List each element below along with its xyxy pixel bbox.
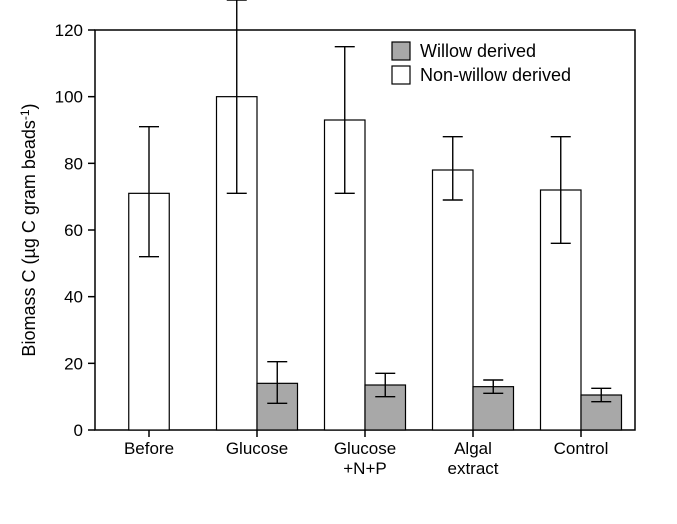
- x-category-label: Algal: [454, 439, 492, 458]
- legend-label: Non-willow derived: [420, 65, 571, 85]
- y-tick-label: 0: [74, 421, 83, 440]
- chart-svg: 0 20 40 60 80 100 120 Biomass C (µg C gram bead…: [0, 0, 677, 524]
- y-axis-title: Biomass C (µg C gram beads-1): [18, 103, 39, 356]
- x-category-label: Before: [124, 439, 174, 458]
- y-tick-label: 80: [64, 154, 83, 173]
- legend-label: Willow derived: [420, 41, 536, 61]
- y-tick-label: 100: [55, 88, 83, 107]
- legend-swatch: [392, 66, 410, 84]
- y-tick-label: 60: [64, 221, 83, 240]
- x-category-label: Control: [554, 439, 609, 458]
- x-category-label: +N+P: [343, 459, 386, 478]
- legend-swatch: [392, 42, 410, 60]
- y-tick-label: 40: [64, 288, 83, 307]
- x-category-label: Glucose: [226, 439, 288, 458]
- y-tick-label: 120: [55, 21, 83, 40]
- x-category-label: extract: [447, 459, 498, 478]
- y-tick-label: 20: [64, 354, 83, 373]
- biomass-bar-chart: 0 20 40 60 80 100 120 Biomass C (µg C gram bead…: [0, 0, 677, 524]
- x-category-label: Glucose: [334, 439, 396, 458]
- bar-nonwillow: [433, 170, 474, 430]
